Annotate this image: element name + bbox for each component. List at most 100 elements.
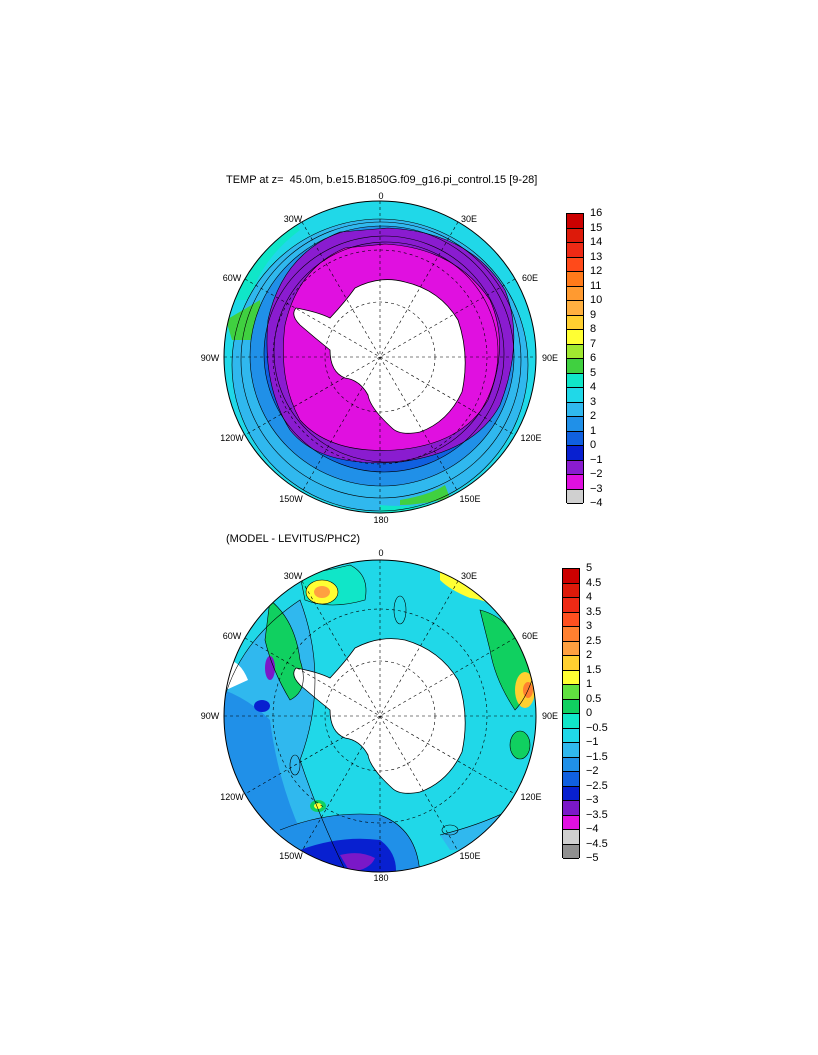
colorbar-label: −4.5 (586, 837, 608, 850)
colorbar-label: −3 (586, 794, 599, 806)
colorbar-label: 15 (590, 221, 603, 234)
colorbar-swatch (567, 460, 583, 475)
colorbar-swatch (563, 598, 579, 613)
colorbar-swatch (567, 446, 583, 461)
colorbar-label: 4 (590, 381, 597, 393)
colorbar-label: 10 (590, 294, 603, 306)
colorbar-label: −2 (590, 468, 603, 480)
lon-label-180: 180 (373, 873, 389, 883)
colorbar-label: 2.5 (586, 634, 602, 647)
colorbar-label: 9 (590, 308, 597, 321)
lon-label-90e: 90E (541, 711, 559, 721)
colorbar-label: 8 (590, 323, 597, 335)
lon-label-30e: 30E (460, 214, 478, 224)
colorbar-label: 3.5 (586, 605, 602, 618)
map-boundary (223, 200, 537, 514)
lon-label-180: 180 (373, 515, 389, 525)
colorbar-swatch (563, 801, 579, 816)
colorbar-label: 14 (590, 236, 603, 248)
colorbar-swatch (563, 569, 579, 584)
map-title: TEMP at z= 45.0m, b.e15.B1850G.f09_g16.p… (226, 174, 538, 186)
colorbar-label: 6 (590, 352, 597, 364)
colorbar-label: 0.5 (586, 692, 602, 705)
colorbar-swatch (563, 728, 579, 743)
colorbar-label: 13 (590, 250, 603, 263)
colorbar-swatch (567, 243, 583, 258)
colorbar-swatch (567, 257, 583, 272)
colorbar-label: −3 (590, 482, 603, 495)
colorbar-label: −1 (586, 736, 599, 748)
colorbar-label: 4 (586, 591, 593, 603)
lon-label-0: 0 (378, 548, 384, 558)
lon-label-90e: 90E (541, 353, 559, 363)
colorbar-label: −5 (586, 852, 599, 864)
colorbar-swatch (563, 699, 579, 714)
colorbar-swatch (567, 489, 583, 504)
colorbar-swatch (567, 330, 583, 345)
lon-label-30e: 30E (460, 571, 478, 581)
colorbar-swatch (563, 670, 579, 685)
map-title: (MODEL - LEVITUS/PHC2) (226, 533, 361, 545)
lon-label-150e: 150E (459, 851, 481, 861)
lon-label-60w: 60W (222, 273, 242, 283)
colorbar-label: −1 (590, 453, 603, 466)
lon-label-30w: 30W (283, 571, 303, 581)
colorbar-swatch (567, 359, 583, 374)
colorbar-swatch (567, 475, 583, 490)
colorbar-swatch (563, 641, 579, 656)
colorbar-swatch (563, 786, 579, 801)
colorbar-swatch (567, 272, 583, 287)
colorbar-label: 0 (590, 439, 597, 451)
colorbar-swatch (567, 286, 583, 301)
colorbar-swatch (563, 815, 579, 830)
colorbar-swatch (567, 301, 583, 316)
colorbar-swatch (567, 417, 583, 432)
colorbar-swatch (567, 402, 583, 417)
colorbar-swatch (567, 214, 583, 229)
anomaly-field (224, 560, 536, 872)
colorbar-label: 7 (590, 337, 597, 350)
lon-label-150w: 150W (279, 851, 303, 861)
colorbar-label: −2.5 (586, 779, 608, 792)
colorbar-label: −1.5 (586, 750, 608, 763)
lon-label-120e: 120E (520, 792, 542, 802)
colorbar-label: −4 (586, 823, 599, 835)
colorbar-swatch (563, 772, 579, 787)
lon-label-90w: 90W (200, 353, 220, 363)
lon-label-60e: 60E (521, 273, 539, 283)
lon-label-60e: 60E (521, 631, 539, 641)
lon-label-60w: 60W (222, 631, 242, 641)
lon-label-30w: 30W (283, 214, 303, 224)
lon-label-150e: 150E (459, 494, 481, 504)
colorbar-swatch (563, 612, 579, 627)
colorbar-label: 11 (590, 279, 602, 292)
colorbar-swatch (563, 656, 579, 671)
colorbar-label: 16 (590, 207, 603, 219)
colorbar-label: 3 (590, 395, 597, 408)
colorbar-swatch (563, 685, 579, 700)
colorbar-label: −0.5 (586, 721, 608, 734)
colorbar-label: 3 (586, 620, 593, 632)
map-boundary (223, 559, 537, 873)
colorbar-swatch (563, 830, 579, 845)
colorbar-swatches (562, 568, 580, 859)
lon-label-120w: 120W (220, 792, 244, 802)
colorbar-swatch (567, 344, 583, 359)
colorbar-label: 12 (590, 265, 603, 277)
colorbar-swatch (567, 388, 583, 403)
colorbar-label: 1.5 (586, 663, 602, 676)
lon-label-90w: 90W (200, 711, 220, 721)
colorbar-label: −2 (586, 765, 599, 777)
colorbar-swatch (567, 373, 583, 388)
colorbar-label: 4.5 (586, 576, 602, 589)
colorbar-swatch (563, 583, 579, 598)
colorbar-swatch (563, 714, 579, 729)
lon-label-150w: 150W (279, 494, 303, 504)
colorbar-swatches (566, 213, 584, 504)
lon-label-120e: 120E (520, 433, 542, 443)
colorbar-label: 5 (590, 366, 597, 379)
lon-label-0: 0 (378, 191, 384, 201)
colorbar-label: 1 (590, 424, 597, 437)
colorbar-label: 2 (590, 410, 597, 422)
